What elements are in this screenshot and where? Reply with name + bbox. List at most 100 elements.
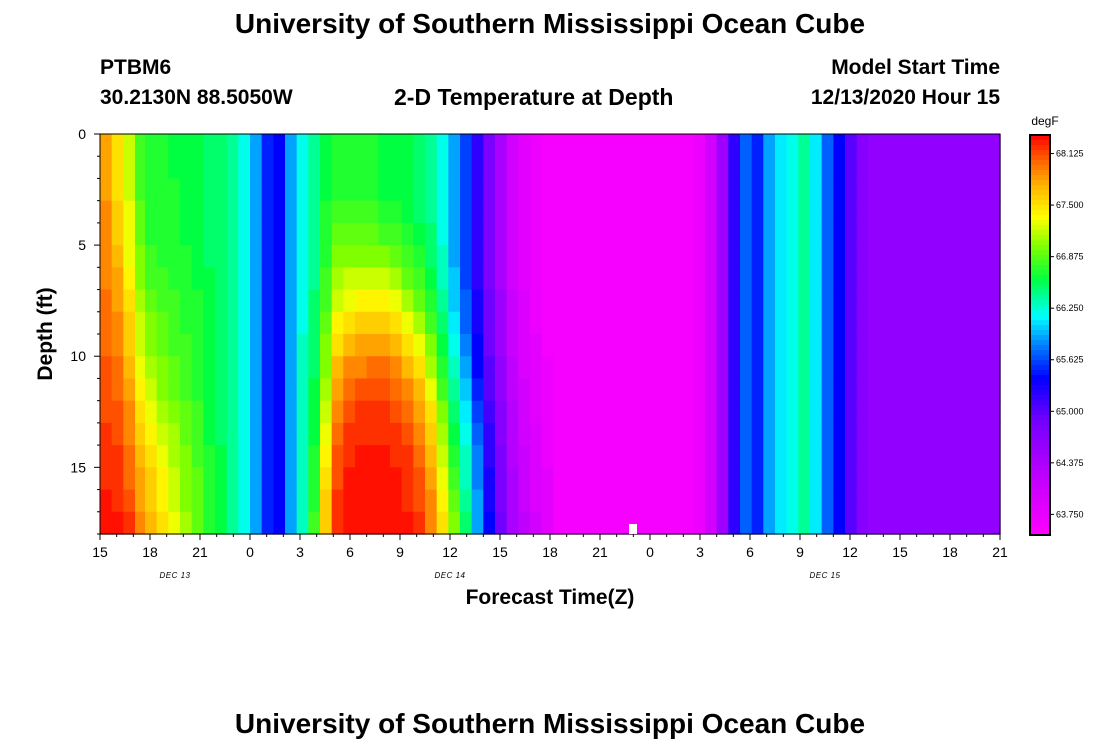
heatmap-cell: [646, 334, 659, 357]
heatmap-cell: [985, 400, 1001, 424]
heatmap-cell: [693, 422, 706, 446]
heatmap-cell: [681, 511, 694, 535]
x-tick-label: 18: [942, 544, 958, 560]
heatmap-cell: [100, 267, 113, 291]
heatmap-cell: [343, 356, 356, 380]
heatmap-cell: [518, 334, 531, 357]
heatmap-cell: [215, 445, 228, 468]
heatmap-cell: [588, 311, 601, 335]
heatmap-cell: [961, 356, 974, 380]
heatmap-cell: [985, 156, 1001, 180]
heatmap-cell: [821, 289, 834, 313]
heatmap-cell: [903, 378, 916, 402]
heatmap-cell: [915, 467, 928, 491]
heatmap-cell: [191, 134, 204, 157]
heatmap-cell: [891, 311, 904, 335]
heatmap-cell: [611, 222, 624, 246]
heatmap-cell: [635, 200, 648, 224]
heatmap-cell: [600, 134, 613, 157]
heatmap-cell: [215, 311, 228, 335]
heatmap-cell: [565, 267, 578, 291]
heatmap-cell: [483, 378, 496, 402]
heatmap-cell: [168, 400, 181, 424]
heatmap-cell: [868, 400, 881, 424]
heatmap-cell: [168, 267, 181, 291]
heatmap-cell: [810, 178, 823, 202]
colorbar-step: [1030, 480, 1050, 486]
heatmap-cell: [366, 378, 379, 402]
heatmap-cell: [845, 378, 858, 402]
x-tick-label: 18: [542, 544, 558, 560]
date-label: DEC 15: [809, 571, 840, 580]
heatmap-cell: [611, 178, 624, 202]
heatmap-cell: [343, 178, 356, 202]
colorbar-step: [1030, 510, 1050, 516]
colorbar-step: [1030, 340, 1050, 346]
heatmap-cell: [950, 378, 963, 402]
heatmap-cell: [938, 222, 951, 246]
heatmap-cell: [600, 156, 613, 180]
heatmap-cell: [751, 334, 764, 357]
heatmap-cell: [390, 334, 403, 357]
heatmap-cell: [226, 134, 239, 157]
heatmap-cell: [495, 134, 508, 157]
heatmap-cell: [413, 445, 426, 468]
heatmap-cell: [483, 356, 496, 380]
heatmap-cell: [296, 156, 309, 180]
heatmap-cell: [926, 178, 939, 202]
heatmap-cell: [285, 245, 298, 268]
heatmap-cell: [320, 378, 333, 402]
heatmap-cell: [926, 378, 939, 402]
heatmap-cell: [950, 422, 963, 446]
heatmap-cell: [856, 200, 869, 224]
heatmap-cell: [553, 311, 566, 335]
heatmap-cell: [763, 134, 776, 157]
heatmap-cell: [100, 289, 113, 313]
heatmap-cell: [413, 178, 426, 202]
heatmap-cell: [448, 356, 461, 380]
heatmap-cell: [308, 178, 321, 202]
heatmap-cell: [950, 178, 963, 202]
heatmap-cell: [203, 134, 216, 157]
heatmap-cell: [308, 200, 321, 224]
heatmap-cell: [390, 489, 403, 513]
heatmap-cell: [693, 378, 706, 402]
heatmap-cell: [180, 222, 193, 246]
colorbar-step: [1030, 490, 1050, 496]
heatmap-cell: [716, 222, 729, 246]
heatmap-cell: [495, 356, 508, 380]
heatmap-cell: [798, 134, 811, 157]
heatmap-cell: [285, 178, 298, 202]
x-tick-label: 21: [592, 544, 608, 560]
colorbar-step: [1030, 450, 1050, 456]
heatmap-cell: [483, 178, 496, 202]
heatmap-cell: [226, 378, 239, 402]
heatmap-cell: [670, 311, 683, 335]
heatmap-cell: [681, 200, 694, 224]
heatmap-cell: [308, 156, 321, 180]
heatmap-cell: [261, 178, 274, 202]
heatmap-cell: [810, 200, 823, 224]
heatmap-cell: [751, 467, 764, 491]
heatmap-cell: [203, 289, 216, 313]
heatmap-cell: [273, 289, 286, 313]
heatmap-cell: [856, 245, 869, 268]
colorbar-step: [1030, 190, 1050, 196]
heatmap-cell: [203, 200, 216, 224]
colorbar-step: [1030, 250, 1050, 256]
heatmap-cell: [483, 267, 496, 291]
heatmap-cell: [611, 400, 624, 424]
heatmap-cell: [296, 134, 309, 157]
heatmap-cell: [670, 378, 683, 402]
heatmap-cell: [600, 334, 613, 357]
heatmap-cell: [658, 178, 671, 202]
heatmap-cell: [810, 156, 823, 180]
heatmap-cell: [273, 156, 286, 180]
heatmap-cell: [728, 156, 741, 180]
heatmap-cell: [111, 311, 124, 335]
colorbar-step: [1030, 495, 1050, 501]
heatmap-cell: [123, 422, 136, 446]
heatmap-cell: [961, 311, 974, 335]
heatmap-cell: [880, 222, 893, 246]
heatmap-cell: [495, 267, 508, 291]
